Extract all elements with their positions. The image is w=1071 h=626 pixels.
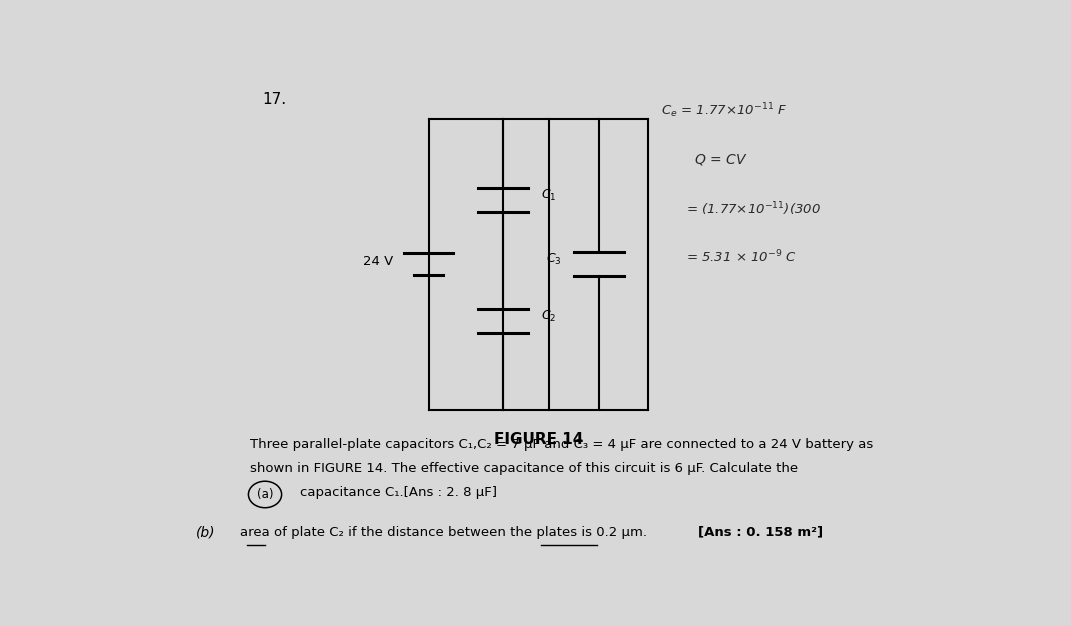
Text: $\mathit{C_e}$ = 1.77×10$^{-11}$ F: $\mathit{C_e}$ = 1.77×10$^{-11}$ F xyxy=(661,101,787,120)
Text: capacitance C₁.[Ans : 2. 8 μF]: capacitance C₁.[Ans : 2. 8 μF] xyxy=(300,486,497,499)
Text: $C_2$: $C_2$ xyxy=(541,309,556,324)
Text: [Ans : 0. 158 m²]: [Ans : 0. 158 m²] xyxy=(698,526,824,539)
Text: 17.: 17. xyxy=(262,92,287,107)
Text: = (1.77×10$^{-11}$)(300: = (1.77×10$^{-11}$)(300 xyxy=(685,200,820,218)
Text: $\mathit{Q}$ = $\mathit{CV}$: $\mathit{Q}$ = $\mathit{CV}$ xyxy=(694,152,748,167)
Text: $C_1$: $C_1$ xyxy=(541,188,556,203)
Text: = 5.31 × 10$^{-9}$ C: = 5.31 × 10$^{-9}$ C xyxy=(685,249,797,265)
Text: area of plate C₂ if the distance between the plates is 0.2 μm.: area of plate C₂ if the distance between… xyxy=(240,526,647,539)
Text: (a): (a) xyxy=(257,488,273,501)
Text: shown in FIGURE 14. The effective capacitance of this circuit is 6 μF. Calculate: shown in FIGURE 14. The effective capaci… xyxy=(251,462,798,475)
Text: $C_3$: $C_3$ xyxy=(546,252,561,267)
Text: Three parallel-plate capacitors C₁,C₂ = 7 μF and C₃ = 4 μF are connected to a 24: Three parallel-plate capacitors C₁,C₂ = … xyxy=(251,438,873,451)
Text: FIGURE 14: FIGURE 14 xyxy=(494,432,584,447)
Text: 24 V: 24 V xyxy=(363,255,394,268)
Text: (b): (b) xyxy=(196,526,215,540)
